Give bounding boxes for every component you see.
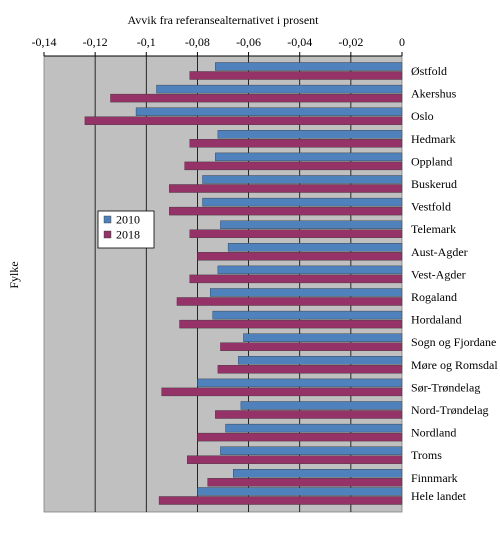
bar-2010-12 xyxy=(212,310,403,320)
bar-2018-8 xyxy=(189,229,403,238)
bar-2018-9 xyxy=(197,252,403,261)
bar-2018-13 xyxy=(220,342,403,351)
x-axis-title: Avvik fra referansealternativet i prosen… xyxy=(127,13,319,27)
bar-2018-3 xyxy=(84,116,403,125)
x-axis-ticks: -0,14 -0,12 -0,1 -0,08 -0,06 -0,04 -0,02 0 xyxy=(32,35,405,57)
legend-swatch-2010 xyxy=(103,215,112,224)
bar-2010-16 xyxy=(240,401,403,410)
category-label: Østfold xyxy=(411,64,447,78)
category-label: Telemark xyxy=(411,222,456,236)
category-label: Buskerud xyxy=(411,177,457,191)
bar-2018-11 xyxy=(176,297,403,306)
bar-2010-4 xyxy=(217,130,403,139)
bar-2010-1 xyxy=(215,62,403,71)
category-label: Vest-Agder xyxy=(411,267,466,281)
bar-2010-5 xyxy=(215,152,403,162)
bar-2018-20 xyxy=(158,496,403,505)
bar-2010-15 xyxy=(197,378,403,388)
category-label: Nord-Trøndelag xyxy=(411,403,489,417)
x-tick-label: -0,12 xyxy=(83,35,108,49)
x-tick-label: 0 xyxy=(399,35,405,49)
category-label: Møre og Romsdal xyxy=(411,358,498,372)
category-label: Vestfold xyxy=(411,200,451,214)
category-label: Oppland xyxy=(411,154,452,168)
legend-swatch-2018 xyxy=(103,230,112,239)
category-label: Hedmark xyxy=(411,132,456,146)
bar-2010-14 xyxy=(238,356,403,365)
bar-2010-18 xyxy=(220,446,403,455)
category-label: Akershus xyxy=(411,87,457,101)
category-label: Hordaland xyxy=(411,313,462,327)
bar-2018-10 xyxy=(189,274,403,284)
category-label: Oslo xyxy=(411,109,434,123)
bar-2018-5 xyxy=(184,161,403,171)
bar-2010-13 xyxy=(243,333,403,342)
bar-2018-14 xyxy=(217,365,403,374)
bar-2018-7 xyxy=(169,206,403,216)
category-label: Aust-Agder xyxy=(411,245,468,259)
category-label: Sør-Trøndelag xyxy=(411,380,480,394)
bar-2010-11 xyxy=(210,288,403,297)
bar-2018-6 xyxy=(169,184,403,193)
category-label: Finnmark xyxy=(411,471,458,485)
bar-2010-10 xyxy=(217,265,403,275)
legend-label: 2010 xyxy=(116,213,140,227)
bar-2018-18 xyxy=(186,455,403,464)
x-tick-label: -0,14 xyxy=(32,35,57,49)
y-axis-title: Fylke xyxy=(7,261,21,288)
plot-area xyxy=(43,55,403,513)
bar-2010-7 xyxy=(202,197,403,207)
category-label: Troms xyxy=(411,448,442,462)
bar-2018-1 xyxy=(189,71,403,80)
category-label: Rogaland xyxy=(411,290,457,304)
bar-2018-15 xyxy=(161,387,403,397)
bar-2010-8 xyxy=(220,220,403,229)
bar-2010-3 xyxy=(135,107,403,116)
x-tick-label: -0,1 xyxy=(137,35,156,49)
bar-2010-20 xyxy=(197,487,403,496)
bar-2018-2 xyxy=(110,93,403,103)
category-labels: Østfold Akershus Oslo Hedmark Oppland Buskeru… xyxy=(411,64,498,503)
x-tick-label: -0,02 xyxy=(338,35,363,49)
bar-2010-6 xyxy=(202,175,403,184)
bar-2010-2 xyxy=(156,84,403,94)
category-label: Nordland xyxy=(411,426,456,440)
bar-2018-12 xyxy=(179,319,403,329)
category-label: Sogn og Fjordane xyxy=(411,335,496,349)
bar-2018-19 xyxy=(207,478,403,487)
bar-2010-17 xyxy=(225,423,403,433)
bar-2018-4 xyxy=(189,139,403,148)
bar-2010-19 xyxy=(233,469,403,478)
x-tick-label: -0,08 xyxy=(185,35,210,49)
category-label: Hele landet xyxy=(411,489,467,503)
bar-2018-17 xyxy=(197,432,403,442)
x-tick-label: -0,04 xyxy=(287,35,312,49)
x-tick-label: -0,06 xyxy=(236,35,261,49)
bar-2010-9 xyxy=(227,243,403,252)
bar-2018-16 xyxy=(215,410,403,419)
legend-label: 2018 xyxy=(116,228,140,242)
